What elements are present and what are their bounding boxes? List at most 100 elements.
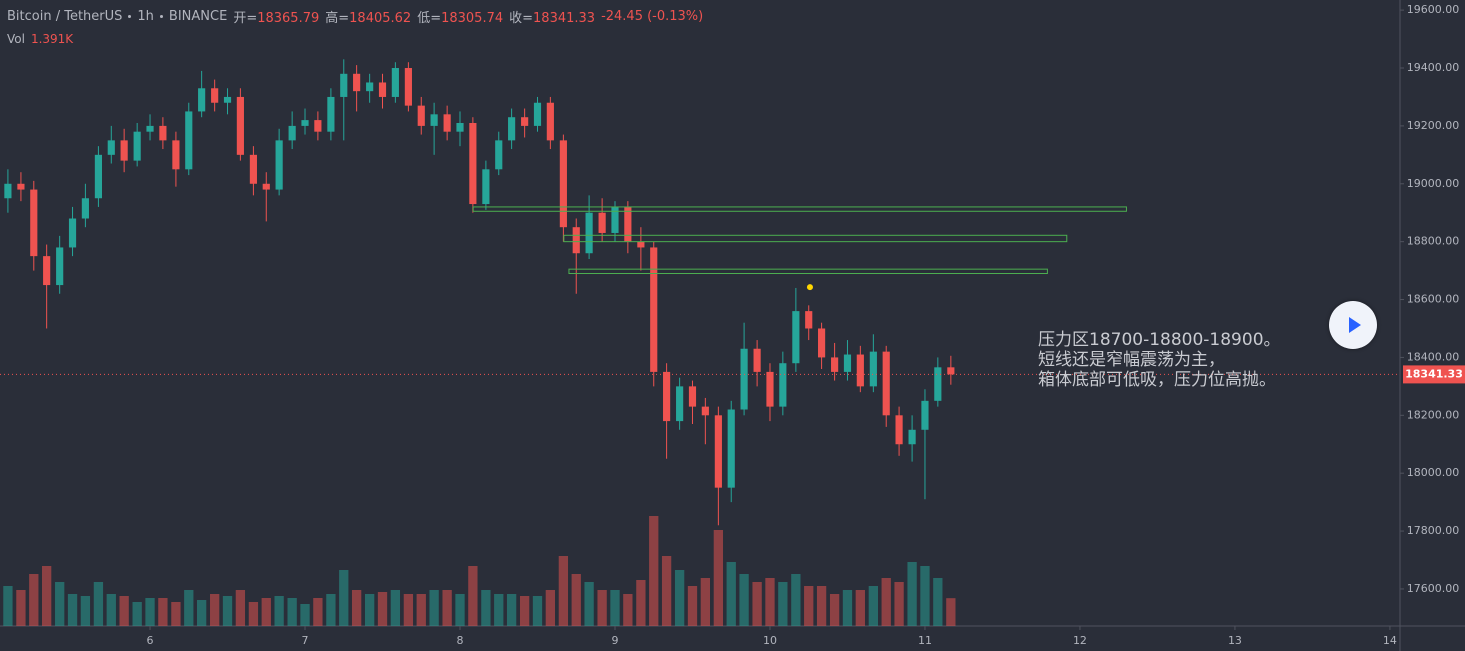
candle-body [4, 183, 12, 199]
candle-body [572, 227, 580, 254]
candle-body [805, 311, 813, 329]
candle-body [353, 73, 361, 92]
volume-bar [532, 596, 543, 626]
x-tick-label: 12 [1073, 634, 1087, 647]
candle-body [508, 117, 516, 141]
volume-bar [326, 594, 336, 626]
y-tick-label: 18200.00 [1407, 408, 1460, 421]
volume-bar [752, 582, 762, 626]
volume-bar [313, 598, 323, 626]
last-price-badge [1403, 365, 1465, 384]
volume-bar [119, 596, 129, 626]
y-tick-label: 18600.00 [1407, 293, 1460, 306]
candle-body [249, 154, 257, 184]
volume-bar [210, 594, 220, 626]
volume-bar [416, 594, 426, 626]
volume-bar [778, 582, 788, 626]
ohlc-label: 开= [233, 11, 258, 26]
volume-bar [545, 590, 556, 626]
exchange: BINANCE [168, 9, 228, 24]
volume-bar [300, 604, 310, 626]
x-tick-label: 11 [918, 634, 932, 647]
volume-bar [700, 578, 711, 626]
ohlc-item: 收=18341.33 [509, 7, 595, 26]
y-tick-label: 19000.00 [1407, 177, 1460, 190]
volume-bar [687, 586, 698, 626]
candle-body [934, 367, 942, 401]
ohlc-label: 低= [417, 11, 442, 26]
candle-body [637, 241, 645, 248]
candle-body [598, 212, 606, 233]
candle-body [211, 88, 219, 103]
ohlc-label: 收= [509, 11, 534, 26]
candle-body [585, 212, 593, 254]
separator [159, 15, 163, 18]
ohlc-label: 高= [325, 11, 350, 26]
annotation-line: 箱体底部可低吸，压力位高抛。 [1038, 370, 1276, 390]
volume-bar [158, 598, 168, 626]
candle-body [792, 311, 800, 364]
play-icon [1349, 317, 1361, 333]
y-tick-label: 18400.00 [1407, 350, 1460, 363]
candle-body [753, 348, 761, 372]
annotation-line: 短线还是窄幅震荡为主， [1038, 350, 1225, 370]
volume-bar [390, 590, 401, 626]
volume-bar [571, 574, 581, 626]
play-button[interactable] [1329, 301, 1377, 349]
resistance-zone [568, 268, 1048, 274]
candle-body [766, 371, 774, 407]
volume-bar [41, 566, 52, 626]
volume-bar [933, 578, 943, 626]
candle-body [650, 247, 658, 372]
marker-dot [806, 284, 813, 291]
candle-body [714, 415, 722, 488]
volume-bar [558, 556, 569, 626]
x-tick-label: 7 [302, 634, 309, 647]
volume-bar [610, 590, 620, 626]
volume-bar [920, 566, 930, 626]
candle-body [947, 367, 955, 375]
volume-bar [196, 600, 207, 626]
volume-legend: Vol 1.391K [7, 32, 73, 46]
candle-body [417, 105, 425, 126]
candle-body [456, 123, 464, 132]
volume-bar [506, 594, 517, 626]
ohlc-value: 18405.62 [349, 11, 412, 26]
ohlc-value: 18305.74 [441, 11, 504, 26]
y-tick-label: 18800.00 [1407, 235, 1460, 248]
volume-bar [636, 580, 646, 626]
candle-body [378, 82, 387, 97]
candle-body [688, 386, 697, 407]
candle-body [611, 206, 619, 233]
candle-body [366, 82, 374, 92]
annotation-line: 压力区18700-18800-18900。 [1038, 330, 1281, 350]
candle-body [236, 96, 244, 155]
candle-body [533, 102, 542, 126]
candle-body [301, 120, 309, 126]
volume-bar [171, 602, 181, 626]
candle-body [676, 386, 684, 422]
volume-bar [584, 582, 594, 626]
candle-body [120, 140, 128, 161]
candle-body [275, 140, 283, 190]
volume-bar [868, 586, 879, 626]
interval: 1h [137, 9, 154, 24]
candle-body [172, 140, 180, 170]
candle-body [882, 351, 890, 416]
volume-bar [455, 594, 465, 626]
volume-bar [816, 586, 827, 626]
candle-body [30, 189, 38, 257]
candle-body [56, 247, 64, 286]
annotation: 压力区18700-18800-18900。 短线还是窄幅震荡为主， 箱体底部可低吸，… [1038, 330, 1281, 390]
candle-body [831, 357, 839, 372]
volume-bar [106, 594, 116, 626]
candle-body [495, 140, 503, 170]
change: -24.45 (-0.13%) [601, 9, 704, 24]
candle-body [327, 96, 335, 132]
candle-body [81, 198, 89, 219]
candle-body [340, 73, 348, 97]
volume-bar [29, 574, 39, 626]
candle-body [198, 88, 206, 112]
